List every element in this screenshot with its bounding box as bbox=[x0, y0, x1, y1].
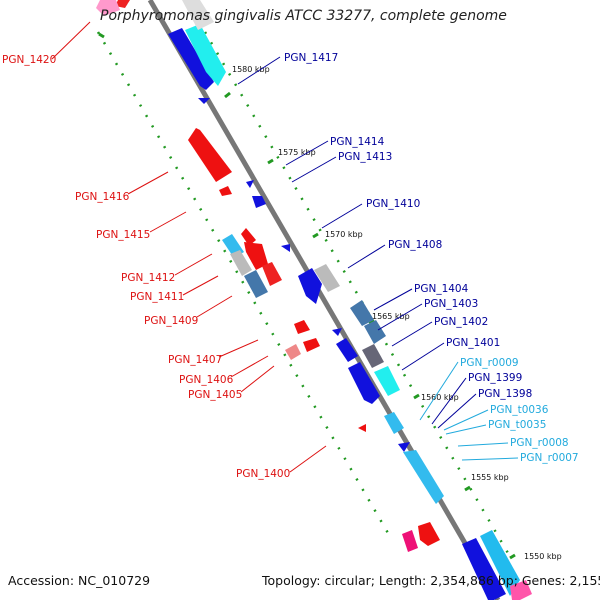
gene-feature bbox=[198, 98, 210, 104]
gene-feature bbox=[510, 580, 532, 600]
gene-label-pgn-1407: PGN_1407 bbox=[168, 354, 222, 366]
scale-label: 1560 kbp bbox=[421, 393, 459, 402]
gene-feature bbox=[188, 128, 232, 182]
gene-label-pgn-1410: PGN_1410 bbox=[366, 198, 420, 210]
gene-feature bbox=[402, 530, 418, 552]
gene-feature bbox=[418, 522, 440, 546]
tick-track-left bbox=[96, 31, 394, 541]
gene-feature bbox=[241, 228, 256, 246]
gene-feature bbox=[96, 0, 120, 16]
gene-feature bbox=[182, 0, 214, 30]
gene-feature bbox=[384, 412, 404, 434]
gene-feature bbox=[348, 362, 380, 404]
gene-label-pgn-1409: PGN_1409 bbox=[144, 315, 198, 327]
gene-feature bbox=[403, 450, 444, 504]
gene-label-pgn-1400: PGN_1400 bbox=[236, 468, 290, 480]
gene-feature bbox=[185, 24, 226, 86]
scale-label: 1565 kbp bbox=[372, 312, 410, 321]
gene-feature bbox=[314, 264, 340, 292]
gene-feature bbox=[332, 328, 342, 336]
plus-strand-genes bbox=[168, 0, 532, 600]
gene-feature bbox=[362, 344, 384, 368]
gene-label-pgn-t0036: PGN_t0036 bbox=[490, 404, 549, 416]
gene-label-pgn-1398: PGN_1398 bbox=[478, 388, 532, 400]
gene-label-pgn-r0008: PGN_r0008 bbox=[510, 437, 569, 449]
scale-label: 1580 kbp bbox=[232, 65, 270, 74]
gene-label-pgn-1403: PGN_1403 bbox=[424, 298, 478, 310]
gene-feature bbox=[294, 320, 310, 334]
scale-label: 1575 kbp bbox=[278, 148, 316, 157]
major-ticks bbox=[98, 32, 516, 560]
gene-label-pgn-1408: PGN_1408 bbox=[388, 239, 442, 251]
gene-label-pgn-1413: PGN_1413 bbox=[338, 151, 392, 163]
topology-text: Topology: circular; Length: 2,354,886 bp… bbox=[262, 573, 600, 588]
gene-feature bbox=[244, 242, 268, 270]
gene-label-pgn-1405: PGN_1405 bbox=[188, 389, 242, 401]
gene-feature bbox=[398, 442, 410, 452]
accession-text: Accession: NC_010729 bbox=[8, 573, 151, 588]
scale-label: 1555 kbp bbox=[471, 473, 509, 482]
gene-feature bbox=[364, 320, 386, 344]
scale-label: 1550 kbp bbox=[524, 552, 562, 561]
gene-feature bbox=[252, 196, 266, 208]
gene-label-pgn-1404: PGN_1404 bbox=[414, 283, 469, 295]
gene-feature bbox=[374, 366, 400, 396]
gene-feature bbox=[462, 538, 506, 600]
gene-label-pgn-t0035: PGN_t0035 bbox=[488, 419, 546, 431]
gene-feature bbox=[336, 338, 358, 362]
right-labels: PGN_1417 PGN_1414 PGN_1413 PGN_1410 PGN_… bbox=[284, 52, 579, 464]
rna-leader-lines bbox=[419, 361, 519, 461]
gene-label-pgn-1415: PGN_1415 bbox=[96, 229, 150, 241]
rna-features-left bbox=[222, 234, 268, 298]
gene-label-pgn-1401: PGN_1401 bbox=[446, 337, 500, 349]
gene-feature bbox=[262, 262, 282, 286]
gene-feature bbox=[303, 338, 320, 352]
gene-feature bbox=[285, 344, 301, 360]
gene-feature bbox=[358, 424, 366, 432]
tick-track-right bbox=[203, 31, 514, 561]
gene-feature bbox=[244, 270, 268, 298]
gene-label-pgn-1414: PGN_1414 bbox=[330, 136, 385, 148]
gene-label-pgn-1417: PGN_1417 bbox=[284, 52, 338, 64]
genome-title: Porphyromonas gingivalis ATCC 33277, com… bbox=[100, 8, 507, 24]
gene-feature bbox=[115, 0, 130, 8]
minus-strand-genes bbox=[96, 0, 440, 552]
gene-label-pgn-r0009: PGN_r0009 bbox=[460, 357, 519, 369]
gene-label-pgn-1420: PGN_1420 bbox=[2, 54, 56, 66]
gene-feature bbox=[168, 28, 214, 90]
gene-feature bbox=[230, 250, 252, 276]
left-labels: PGN_1420 PGN_1416 PGN_1415 PGN_1412 PGN_… bbox=[2, 54, 290, 480]
gene-feature bbox=[480, 530, 520, 596]
gene-feature bbox=[219, 186, 232, 196]
gene-label-pgn-1399: PGN_1399 bbox=[468, 372, 522, 384]
gene-feature bbox=[281, 244, 290, 252]
gene-label-pgn-1406: PGN_1406 bbox=[179, 374, 234, 386]
gene-label-pgn-1402: PGN_1402 bbox=[434, 316, 488, 328]
scale-labels: 1580 kbp 1575 kbp 1570 kbp 1565 kbp 1560… bbox=[232, 65, 562, 561]
left-leader-lines bbox=[51, 21, 327, 473]
gene-feature bbox=[298, 268, 322, 304]
gene-feature bbox=[350, 300, 374, 326]
gene-label-pgn-1412: PGN_1412 bbox=[121, 272, 175, 284]
scale-label: 1570 kbp bbox=[325, 230, 363, 239]
gene-label-pgn-r0007: PGN_r0007 bbox=[520, 452, 579, 464]
gene-label-pgn-1416: PGN_1416 bbox=[75, 191, 130, 203]
right-leader-lines bbox=[237, 56, 477, 429]
gene-label-pgn-1411: PGN_1411 bbox=[130, 291, 184, 303]
gene-feature bbox=[246, 180, 254, 188]
